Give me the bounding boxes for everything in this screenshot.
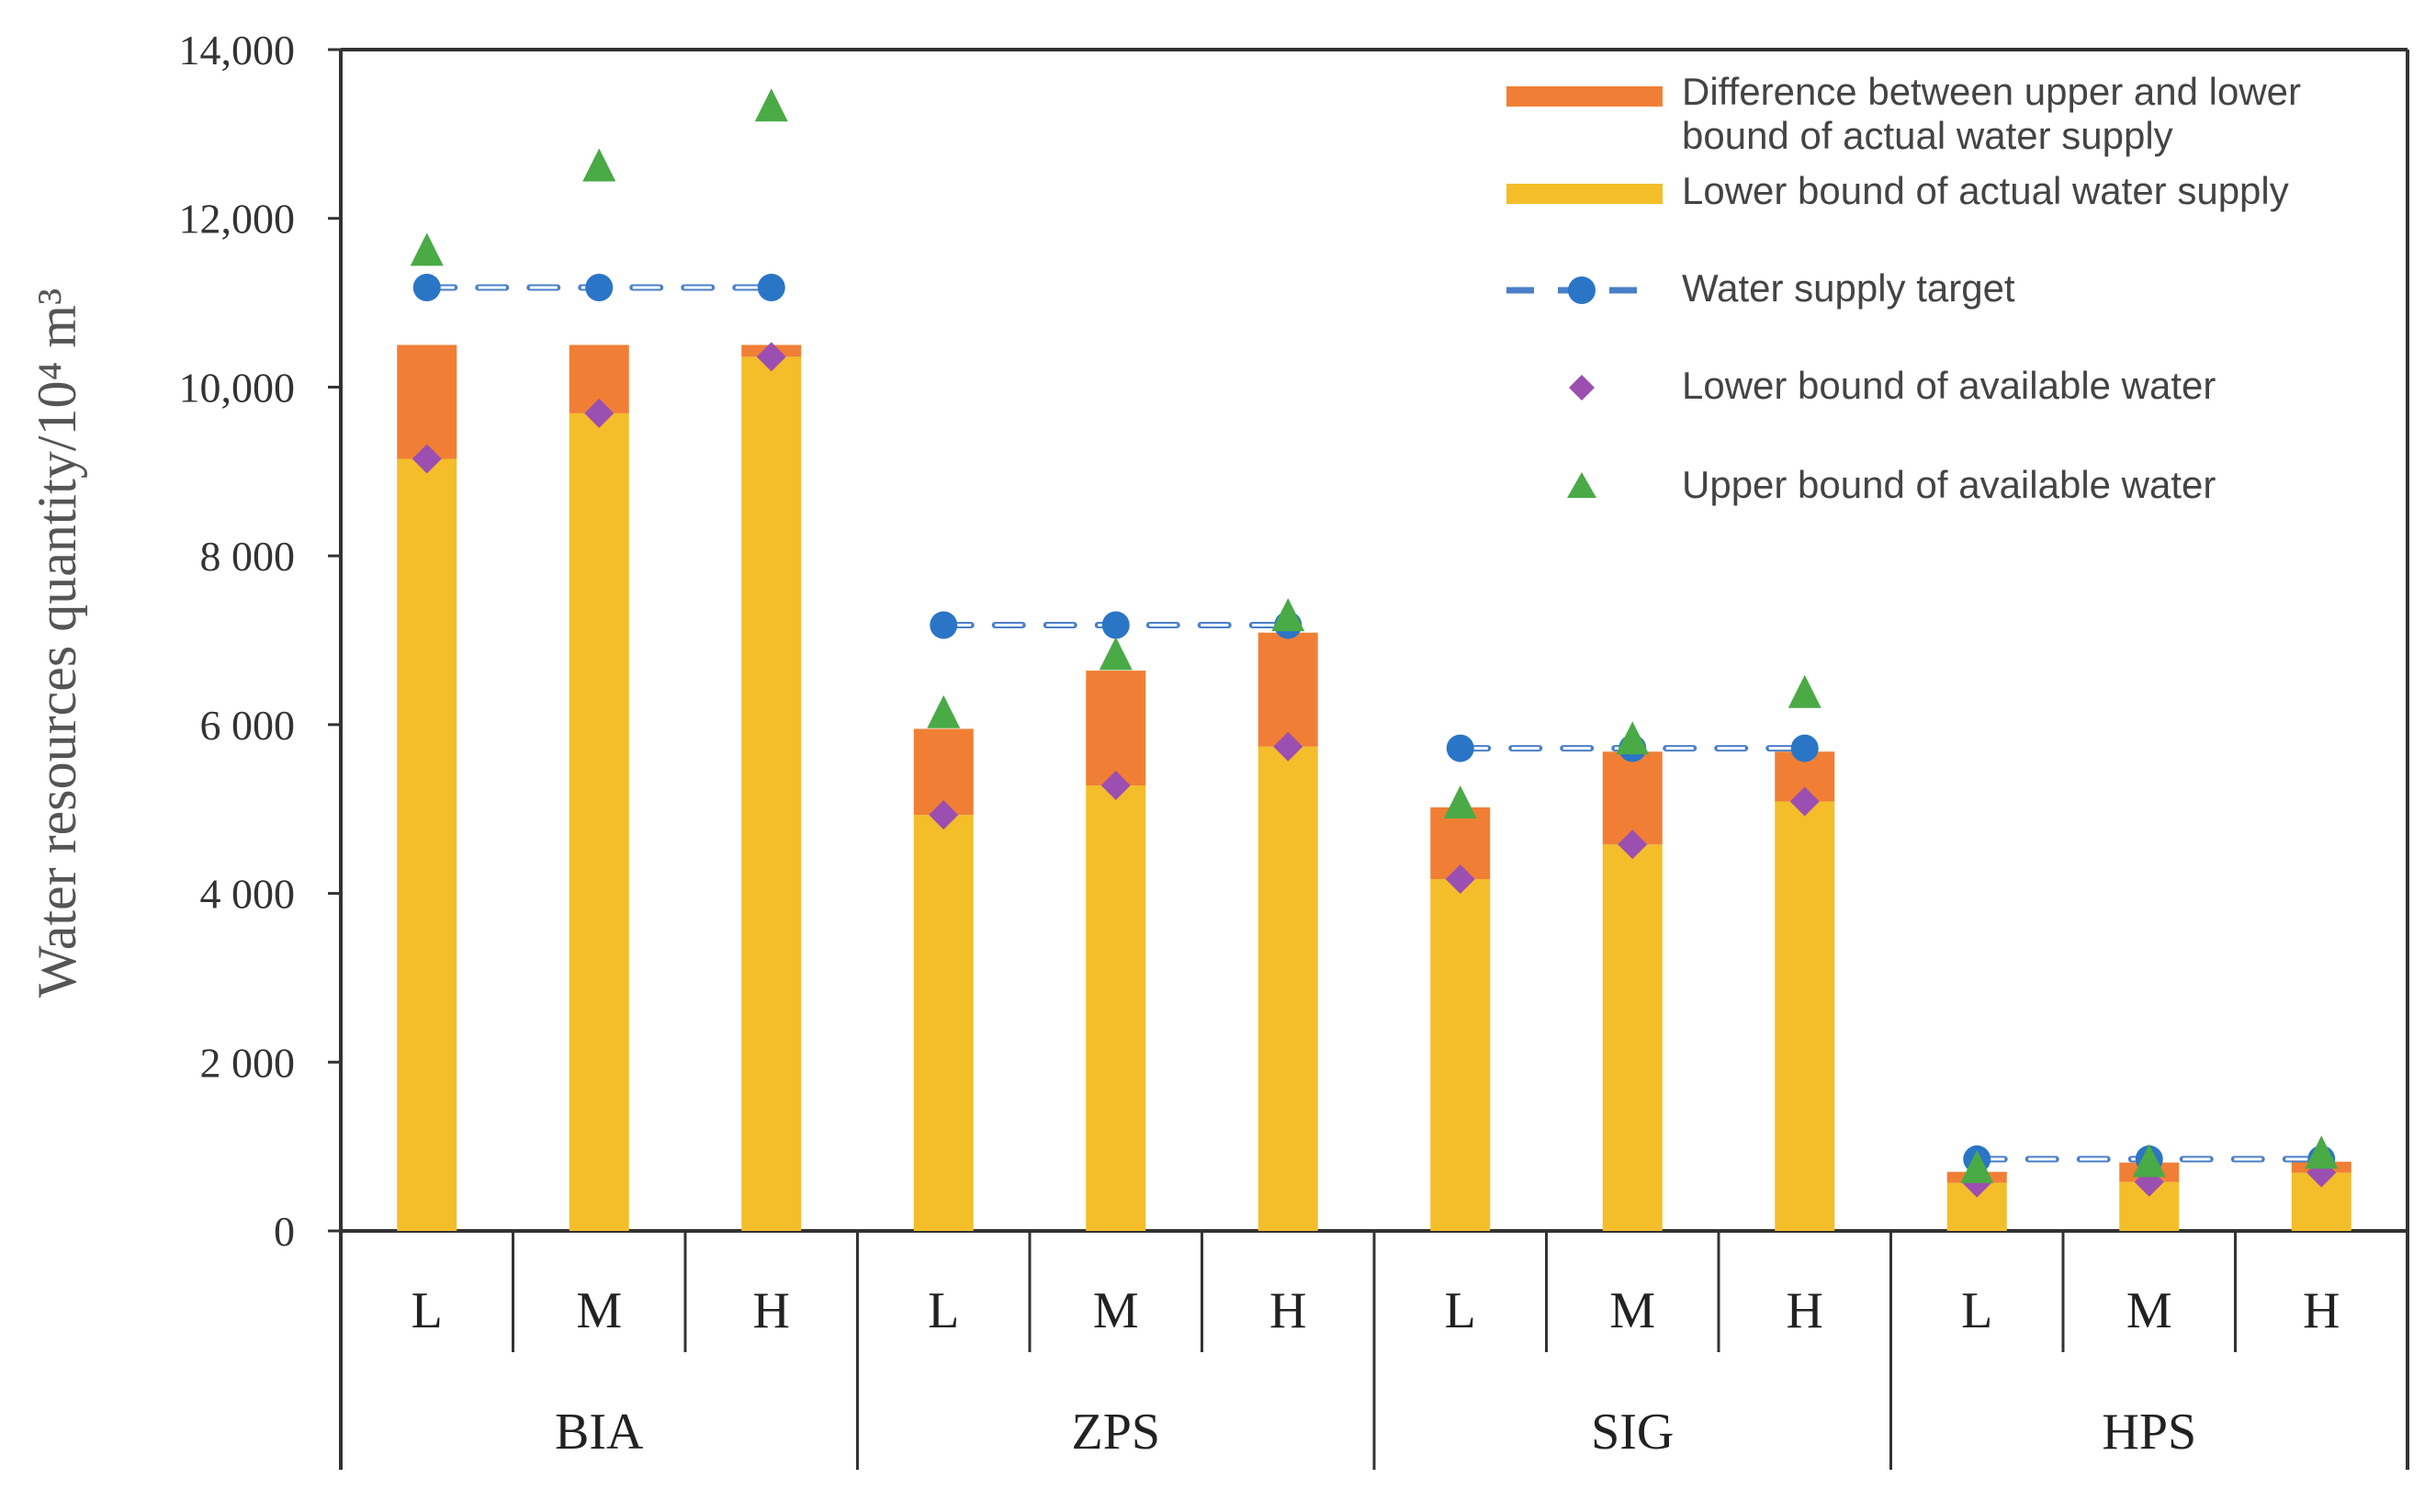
x-tick-label: H [1787, 1282, 1823, 1339]
upper-available-point [2305, 1135, 2339, 1169]
x-tick-label: M [576, 1282, 622, 1339]
y-tick-label: 2 000 [200, 1039, 296, 1086]
target-point [1101, 611, 1130, 639]
axes [328, 48, 2409, 1470]
upper-available-point [1616, 721, 1650, 755]
lower-available-point [1445, 863, 1475, 894]
target-point [1446, 734, 1474, 762]
upper-available-point [582, 148, 616, 182]
group-label: ZPS [1072, 1404, 1161, 1461]
upper-available-point [1960, 1149, 1994, 1183]
y-tick-label: 6 000 [200, 702, 296, 749]
x-tick-label: H [753, 1282, 790, 1339]
x-tick-label: L [1445, 1282, 1476, 1339]
legend-swatch-target-point [1568, 276, 1596, 304]
legend-swatch-lower-bound [1506, 184, 1663, 204]
bar-difference [1257, 632, 1318, 747]
x-tick-label: L [412, 1282, 443, 1339]
legend-label: Upper bound of available water [1682, 463, 2216, 506]
target-point [412, 274, 441, 302]
x-tick-label: M [1093, 1282, 1139, 1339]
y-tick-label: 12,000 [179, 196, 296, 243]
y-tick-label: 8 000 [200, 533, 296, 580]
lower-available-point [1618, 829, 1648, 860]
x-tick-label: H [2303, 1282, 2340, 1339]
x-tick-label: L [1961, 1282, 1992, 1339]
target-point [757, 274, 785, 302]
x-tick-label: L [928, 1282, 959, 1339]
lower-available-point [929, 800, 959, 830]
upper-available-point [410, 232, 444, 266]
legend-label: bound of actual water supply [1682, 114, 2173, 157]
target-lines [423, 284, 2325, 1163]
legend: Difference between upper and lowerbound … [1506, 70, 2301, 506]
y-tick-label: 10,000 [179, 364, 296, 411]
target-point [585, 274, 614, 302]
bar-lower-bound [1775, 801, 1835, 1231]
lower-available-point [756, 342, 786, 372]
x-tick-label: M [1609, 1282, 1655, 1339]
lower-available-point [1100, 770, 1131, 800]
lower-available-point [1789, 786, 1820, 817]
bar-difference [397, 344, 457, 459]
y-tick-label: 0 [274, 1208, 295, 1255]
x-tick-label: H [1269, 1282, 1306, 1339]
upper-available-point [2132, 1144, 2166, 1178]
lower-available-point [412, 444, 442, 474]
bar-lower-bound [1086, 784, 1146, 1231]
group-label: BIA [555, 1404, 644, 1461]
bar-lower-bound [1430, 878, 1491, 1231]
axis-labels: 0 2 000 4 000 6 000 8 000 10,000 12,000 14,000 L… [179, 27, 2340, 1461]
y-axis-label: Water resources quantity/10⁴ m³ [27, 288, 87, 998]
legend-label: Water supply target [1682, 266, 2015, 310]
legend-label: Lower bound of actual water supply [1682, 169, 2289, 212]
bar-difference [1086, 671, 1146, 785]
legend-swatch-difference [1506, 86, 1663, 107]
y-tick-label: 4 000 [200, 871, 296, 918]
lower-available-point [1273, 731, 1303, 762]
upper-available-point [1271, 598, 1305, 632]
bar-difference [1602, 751, 1663, 845]
bar-lower-bound [397, 458, 457, 1231]
y-tick-label: 14,000 [179, 27, 296, 73]
upper-available-point [927, 694, 961, 728]
legend-swatch-diamond [1569, 375, 1595, 401]
group-label: HPS [2102, 1404, 2196, 1461]
x-tick-label: M [2126, 1282, 2172, 1339]
bar-lower-bound [1257, 746, 1318, 1231]
legend-label: Difference between upper and lower [1682, 70, 2301, 113]
upper-available-point [1099, 637, 1133, 671]
legend-swatch-triangle [1567, 472, 1596, 498]
lower-available-point [584, 398, 615, 428]
bar-lower-bound [741, 356, 802, 1231]
target-point [1790, 734, 1819, 762]
target-point [930, 611, 958, 639]
upper-available-point [754, 88, 788, 122]
bar-lower-bound [1602, 844, 1663, 1231]
upper-available-point [1788, 674, 1821, 708]
group-label: SIG [1591, 1404, 1674, 1461]
bar-lower-bound [569, 412, 629, 1231]
legend-label: Lower bound of available water [1682, 364, 2216, 407]
bar-lower-bound [913, 815, 974, 1231]
markers [410, 88, 2339, 1198]
upper-available-point [1443, 785, 1477, 819]
